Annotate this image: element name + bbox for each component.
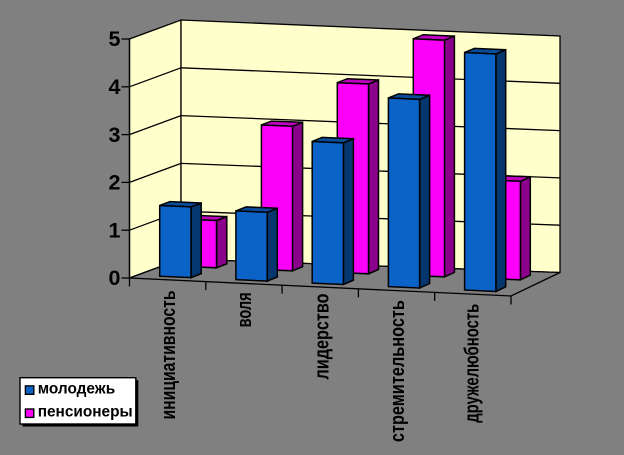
svg-text:2: 2 (109, 171, 121, 195)
svg-text:воля: воля (234, 292, 256, 327)
svg-text:дружелюбность: дружелюбность (462, 304, 484, 423)
svg-text:3: 3 (109, 123, 121, 147)
svg-text:4: 4 (109, 75, 121, 99)
svg-text:1: 1 (109, 218, 121, 242)
svg-text:5: 5 (109, 27, 121, 51)
svg-text:пенсионеры: пенсионеры (38, 404, 133, 421)
svg-text:лидерство: лидерство (312, 294, 334, 380)
svg-text:0: 0 (109, 266, 121, 290)
svg-text:инициативность: инициативность (158, 291, 180, 420)
svg-text:стремительность: стремительность (387, 300, 409, 442)
svg-text:молодежь: молодежь (38, 381, 115, 398)
